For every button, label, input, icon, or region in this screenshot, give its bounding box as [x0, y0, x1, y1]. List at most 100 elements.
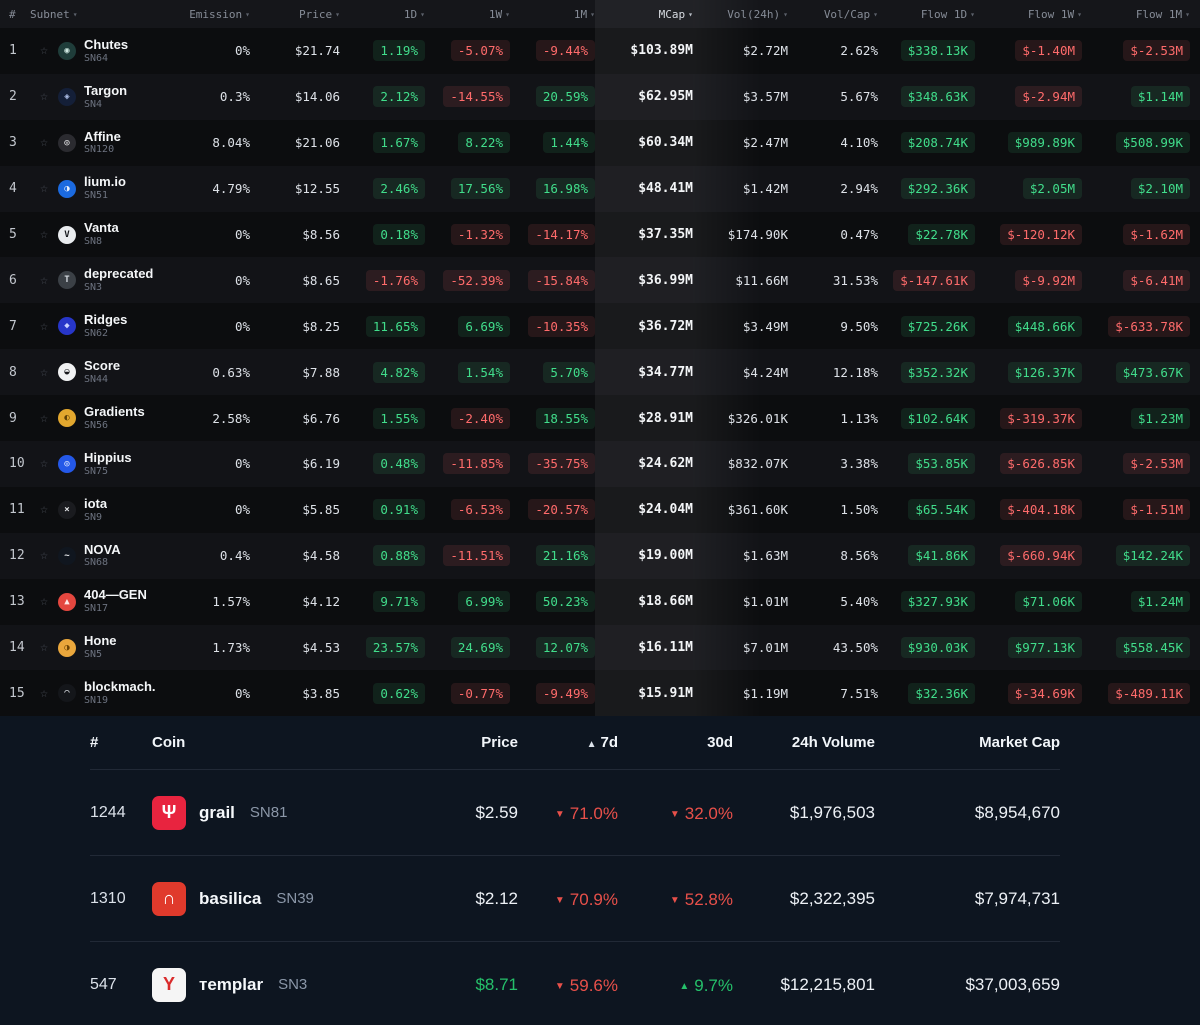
favorite-star-icon[interactable]: ☆ [40, 548, 48, 564]
favorite-star-icon[interactable]: ☆ [40, 640, 48, 656]
favorite-star-icon[interactable]: ☆ [40, 685, 48, 701]
volcap-value: 8.56% [840, 548, 878, 564]
coin-cell[interactable]: ∩ basilica SN39 [152, 881, 400, 916]
subnet-cell[interactable]: ◎ Affine SN120 [58, 120, 156, 166]
mcap-value: $62.95M [595, 73, 693, 120]
coin-cell[interactable]: Ψ grail SN81 [152, 795, 400, 830]
col-header-flow-1w[interactable]: Flow 1W ▾ [1027, 7, 1082, 21]
table-row[interactable]: 3 ☆ ◎ Affine SN120 8.04% $21.06 1.67% 8.… [0, 119, 1200, 166]
subnet-id: SN19 [84, 695, 109, 707]
coin-row[interactable]: 547 Y ᴛemplar SN3 $8.71 ▼ 59.6% ▲ 9.7% $12… [90, 941, 1060, 1025]
col-header-30d[interactable]: 30d [707, 734, 733, 752]
favorite-star-icon[interactable]: ☆ [40, 594, 48, 610]
table-row[interactable]: 4 ☆ ◑ lium.io SN51 4.79% $12.55 2.46% 17… [0, 165, 1200, 212]
subnet-cell[interactable]: ◠ blockmach... SN19 [58, 670, 156, 716]
col-header-1d[interactable]: 1D ▾ [403, 7, 425, 21]
subnet-cell[interactable]: ◉ Chutes SN64 [58, 28, 156, 74]
change-1w-badge: 6.99% [458, 591, 510, 613]
table-row[interactable]: 10 ☆ ◎ Hippius SN75 0% $6.19 0.48% -11.8… [0, 441, 1200, 487]
col-header-volcap[interactable]: Vol/Cap ▾ [823, 7, 878, 21]
rank: 13 [9, 594, 25, 610]
table-row[interactable]: 1 ☆ ◉ Chutes SN64 0% $21.74 1.19% -5.07%… [0, 28, 1200, 74]
price-value: $8.56 [302, 227, 340, 242]
favorite-star-icon[interactable]: ☆ [40, 502, 48, 518]
subnet-cell[interactable]: ◑ Hone SN5 [58, 625, 156, 671]
subnet-cell[interactable]: V Vanta SN8 [58, 212, 156, 258]
col-header-7d[interactable]: ▲ 7d [586, 734, 618, 752]
vol24h-value: $2.72M [693, 28, 788, 74]
change-1m-badge: 5.70% [543, 361, 595, 383]
subnet-cell[interactable]: T deprecated SN3 [58, 257, 156, 303]
change-1w-badge: 8.22% [458, 132, 510, 154]
subnet-cell[interactable]: ~ NOVA SN68 [58, 533, 156, 579]
subnet-cell[interactable]: ◆ Ridges SN62 [58, 303, 156, 349]
change-1m-badge: 50.23% [535, 591, 595, 613]
subnet-icon: T [58, 271, 76, 290]
col-header-flow-1d[interactable]: Flow 1D ▾ [920, 7, 975, 21]
subnet-cell[interactable]: ◐ Gradients SN56 [58, 395, 156, 441]
col-header-coin[interactable]: Coin [152, 734, 186, 752]
subnet-cell[interactable]: ▲ 404—GEN SN17 [58, 579, 156, 625]
col-header-mcap[interactable]: MCap ▾ [595, 0, 693, 28]
flow-1d-badge: $327.93K [900, 591, 975, 613]
favorite-star-icon[interactable]: ☆ [40, 181, 48, 197]
col-header-24h-volume[interactable]: 24h Volume [791, 734, 875, 752]
subnet-icon: × [58, 500, 76, 519]
flow-1d-badge: $292.36K [900, 178, 975, 200]
subnet-cell[interactable]: × iota SN9 [58, 487, 156, 533]
col-header-market-cap[interactable]: Market Cap [979, 734, 1060, 752]
table-row[interactable]: 11 ☆ × iota SN9 0% $5.85 0.91% -6.53% -2… [0, 486, 1200, 533]
favorite-star-icon[interactable]: ☆ [40, 318, 48, 334]
subnet-cell[interactable]: ◒ Score SN44 [58, 349, 156, 395]
col-header-subnet[interactable]: Subnet ▾ [30, 7, 78, 21]
table-row[interactable]: 9 ☆ ◐ Gradients SN56 2.58% $6.76 1.55% -… [0, 395, 1200, 442]
favorite-star-icon[interactable]: ☆ [40, 227, 48, 242]
col-header-rank[interactable]: # [9, 7, 16, 21]
table-row[interactable]: 6 ☆ T deprecated SN3 0% $8.65 -1.76% -52… [0, 257, 1200, 304]
subnet-cell[interactable]: ◎ Hippius SN75 [58, 441, 156, 487]
table-row[interactable]: 12 ☆ ~ NOVA SN68 0.4% $4.58 0.88% -11.51… [0, 532, 1200, 579]
change-1d-badge: 2.12% [373, 86, 425, 108]
rank: 12 [9, 548, 25, 564]
price-value: $5.85 [302, 502, 340, 518]
emission-value: 1.73% [212, 640, 250, 656]
coin-row[interactable]: 1244 Ψ grail SN81 $2.59 ▼ 71.0% ▼ 32.0% $1… [90, 769, 1060, 855]
col-header-price[interactable]: Price [481, 734, 518, 752]
col-header-rank[interactable]: # [90, 734, 99, 752]
favorite-star-icon[interactable]: ☆ [40, 272, 48, 288]
coin-row[interactable]: 1310 ∩ basilica SN39 $2.12 ▼ 70.9% ▼ 52.8%… [90, 855, 1060, 941]
favorite-star-icon[interactable]: ☆ [40, 43, 48, 59]
table-row[interactable]: 7 ☆ ◆ Ridges SN62 0% $8.25 11.65% 6.69% … [0, 303, 1200, 350]
table-row[interactable]: 8 ☆ ◒ Score SN44 0.63% $7.88 4.82% 1.54%… [0, 349, 1200, 396]
favorite-star-icon[interactable]: ☆ [40, 89, 48, 105]
col-header-1w[interactable]: 1W ▾ [488, 7, 510, 21]
flow-1w-badge: $71.06K [1015, 591, 1082, 613]
favorite-star-icon[interactable]: ☆ [40, 364, 48, 380]
col-header-price[interactable]: Price ▾ [299, 7, 340, 21]
favorite-star-icon[interactable]: ☆ [40, 135, 48, 151]
col-header-vol24h[interactable]: Vol(24h) ▾ [693, 0, 788, 28]
col-header-emission[interactable]: Emission ▾ [189, 7, 250, 21]
col-header-1m[interactable]: 1M ▾ [573, 7, 595, 21]
change-1m-badge: -10.35% [528, 315, 595, 337]
change-30d: ▲ 9.7% [679, 976, 733, 996]
favorite-star-icon[interactable]: ☆ [40, 410, 48, 426]
flow-1d-badge: $22.78K [908, 224, 975, 245]
change-arrow-icon: ▼ [669, 808, 680, 820]
change-1d-badge: -1.76% [365, 269, 425, 291]
rank: 1 [9, 43, 17, 59]
table-row[interactable]: 2 ☆ ◈ Targon SN4 0.3% $14.06 2.12% -14.5… [0, 73, 1200, 120]
table-row[interactable]: 15 ☆ ◠ blockmach... SN19 0% $3.85 0.62% … [0, 670, 1200, 717]
subnet-cell[interactable]: ◑ lium.io SN51 [58, 166, 156, 212]
table-row[interactable]: 14 ☆ ◑ Hone SN5 1.73% $4.53 23.57% 24.69… [0, 624, 1200, 671]
coin-cell[interactable]: Y ᴛemplar SN3 [152, 967, 400, 1002]
favorite-star-icon[interactable]: ☆ [40, 456, 48, 472]
change-30d: ▼ 52.8% [669, 890, 733, 910]
col-header-flow-1m[interactable]: Flow 1M ▾ [1135, 7, 1190, 21]
change-1w-badge: -11.51% [443, 545, 510, 567]
subnet-cell[interactable]: ◈ Targon SN4 [58, 74, 156, 120]
table-row[interactable]: 13 ☆ ▲ 404—GEN SN17 1.57% $4.12 9.71% 6.… [0, 578, 1200, 625]
volcap-value: 2.94% [840, 181, 878, 197]
table-row[interactable]: 5 ☆ V Vanta SN8 0% $8.56 0.18% -1.32% -1… [0, 211, 1200, 258]
price-value: $6.76 [302, 410, 340, 426]
